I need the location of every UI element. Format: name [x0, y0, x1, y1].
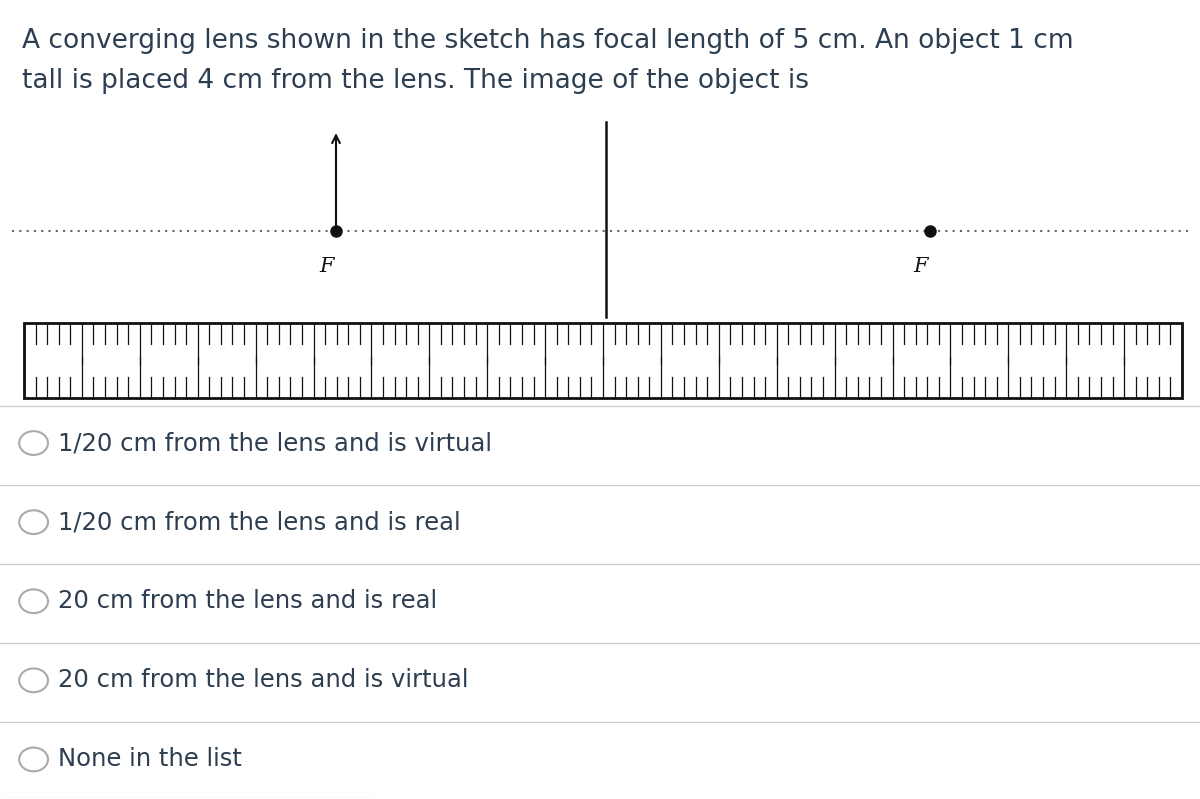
Text: 1/20 cm from the lens and is real: 1/20 cm from the lens and is real: [58, 510, 461, 535]
Text: None in the list: None in the list: [58, 747, 241, 772]
Text: ________________________________________________________________________________: ________________________________________…: [0, 797, 374, 798]
Text: 20 cm from the lens and is real: 20 cm from the lens and is real: [58, 589, 437, 614]
Text: 20 cm from the lens and is virtual: 20 cm from the lens and is virtual: [58, 668, 468, 693]
Text: tall is placed 4 cm from the lens. The image of the object is: tall is placed 4 cm from the lens. The i…: [22, 68, 809, 94]
Bar: [24, 323, 1182, 398]
Text: F: F: [913, 256, 928, 276]
Text: 1/20 cm from the lens and is virtual: 1/20 cm from the lens and is virtual: [58, 431, 492, 455]
Text: F: F: [319, 256, 334, 276]
Text: A converging lens shown in the sketch has focal length of 5 cm. An object 1 cm: A converging lens shown in the sketch ha…: [22, 28, 1073, 54]
